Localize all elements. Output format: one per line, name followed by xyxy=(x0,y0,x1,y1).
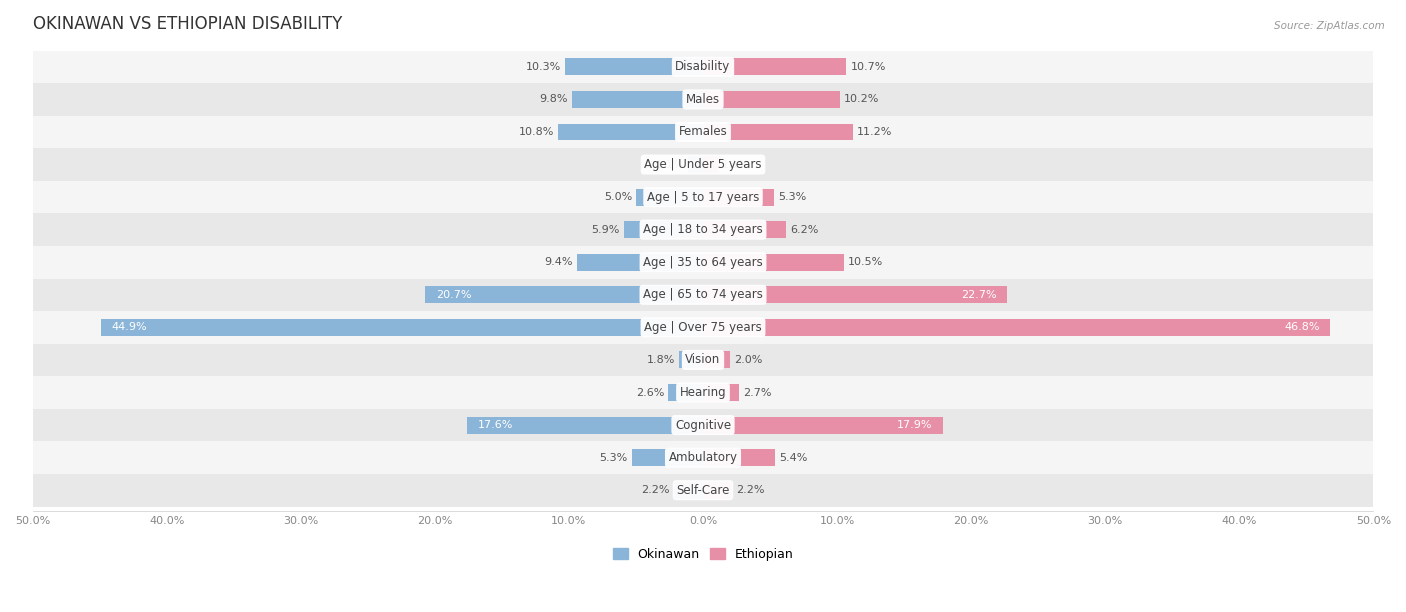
Bar xyxy=(624,221,703,238)
Text: 10.5%: 10.5% xyxy=(848,257,883,267)
Text: 5.3%: 5.3% xyxy=(778,192,806,202)
Text: 17.9%: 17.9% xyxy=(897,420,932,430)
Text: 9.4%: 9.4% xyxy=(544,257,574,267)
Bar xyxy=(703,351,730,368)
Bar xyxy=(426,286,703,304)
Text: Source: ZipAtlas.com: Source: ZipAtlas.com xyxy=(1274,21,1385,31)
Text: 46.8%: 46.8% xyxy=(1284,323,1320,332)
Bar xyxy=(101,319,703,336)
Text: Disability: Disability xyxy=(675,61,731,73)
Text: 5.9%: 5.9% xyxy=(592,225,620,234)
Text: Age | Under 5 years: Age | Under 5 years xyxy=(644,158,762,171)
Bar xyxy=(467,417,703,433)
Text: 5.0%: 5.0% xyxy=(603,192,631,202)
Text: 2.2%: 2.2% xyxy=(641,485,669,495)
Bar xyxy=(703,449,775,466)
Bar xyxy=(703,156,717,173)
Text: 2.0%: 2.0% xyxy=(734,355,762,365)
Bar xyxy=(576,254,703,271)
Legend: Okinawan, Ethiopian: Okinawan, Ethiopian xyxy=(607,543,799,565)
Text: Age | 35 to 64 years: Age | 35 to 64 years xyxy=(643,256,763,269)
Text: 44.9%: 44.9% xyxy=(111,323,148,332)
Text: Age | Over 75 years: Age | Over 75 years xyxy=(644,321,762,334)
Text: Age | 5 to 17 years: Age | 5 to 17 years xyxy=(647,190,759,204)
Text: 10.3%: 10.3% xyxy=(526,62,561,72)
Bar xyxy=(703,221,786,238)
Bar xyxy=(558,124,703,140)
Bar xyxy=(32,51,1374,83)
Bar xyxy=(703,188,775,206)
Text: 1.1%: 1.1% xyxy=(657,160,685,170)
Text: 22.7%: 22.7% xyxy=(960,290,997,300)
Text: 1.8%: 1.8% xyxy=(647,355,675,365)
Text: 9.8%: 9.8% xyxy=(538,94,568,105)
Bar xyxy=(32,409,1374,441)
Bar xyxy=(32,246,1374,278)
Bar xyxy=(32,148,1374,181)
Bar xyxy=(32,181,1374,214)
Text: 10.7%: 10.7% xyxy=(851,62,886,72)
Text: Hearing: Hearing xyxy=(679,386,727,399)
Text: 10.8%: 10.8% xyxy=(519,127,554,137)
Bar xyxy=(703,417,943,433)
Bar xyxy=(668,384,703,401)
Text: 2.2%: 2.2% xyxy=(737,485,765,495)
Text: Cognitive: Cognitive xyxy=(675,419,731,431)
Bar xyxy=(32,311,1374,344)
Text: 5.4%: 5.4% xyxy=(779,453,808,463)
Text: 6.2%: 6.2% xyxy=(790,225,818,234)
Text: 10.2%: 10.2% xyxy=(844,94,879,105)
Bar xyxy=(631,449,703,466)
Text: 11.2%: 11.2% xyxy=(858,127,893,137)
Text: Males: Males xyxy=(686,93,720,106)
Text: 5.3%: 5.3% xyxy=(600,453,628,463)
Bar xyxy=(32,278,1374,311)
Bar xyxy=(32,116,1374,148)
Bar xyxy=(636,188,703,206)
Bar xyxy=(572,91,703,108)
Text: Ambulatory: Ambulatory xyxy=(668,451,738,464)
Bar xyxy=(32,474,1374,507)
Bar xyxy=(703,384,740,401)
Text: Self-Care: Self-Care xyxy=(676,483,730,497)
Bar xyxy=(32,376,1374,409)
Bar xyxy=(32,83,1374,116)
Bar xyxy=(32,214,1374,246)
Text: Vision: Vision xyxy=(685,354,721,367)
Text: Age | 18 to 34 years: Age | 18 to 34 years xyxy=(643,223,763,236)
Bar xyxy=(565,58,703,75)
Bar xyxy=(703,254,844,271)
Text: Females: Females xyxy=(679,125,727,138)
Bar xyxy=(32,441,1374,474)
Bar xyxy=(32,344,1374,376)
Text: 2.7%: 2.7% xyxy=(744,387,772,398)
Text: Age | 65 to 74 years: Age | 65 to 74 years xyxy=(643,288,763,301)
Text: 1.1%: 1.1% xyxy=(721,160,749,170)
Text: 20.7%: 20.7% xyxy=(436,290,471,300)
Text: 17.6%: 17.6% xyxy=(478,420,513,430)
Text: OKINAWAN VS ETHIOPIAN DISABILITY: OKINAWAN VS ETHIOPIAN DISABILITY xyxy=(32,15,342,33)
Bar xyxy=(703,124,853,140)
Bar xyxy=(689,156,703,173)
Bar xyxy=(679,351,703,368)
Bar xyxy=(703,319,1330,336)
Bar xyxy=(703,482,733,499)
Bar xyxy=(673,482,703,499)
Text: 2.6%: 2.6% xyxy=(636,387,664,398)
Bar xyxy=(703,91,839,108)
Bar xyxy=(703,58,846,75)
Bar xyxy=(703,286,1007,304)
